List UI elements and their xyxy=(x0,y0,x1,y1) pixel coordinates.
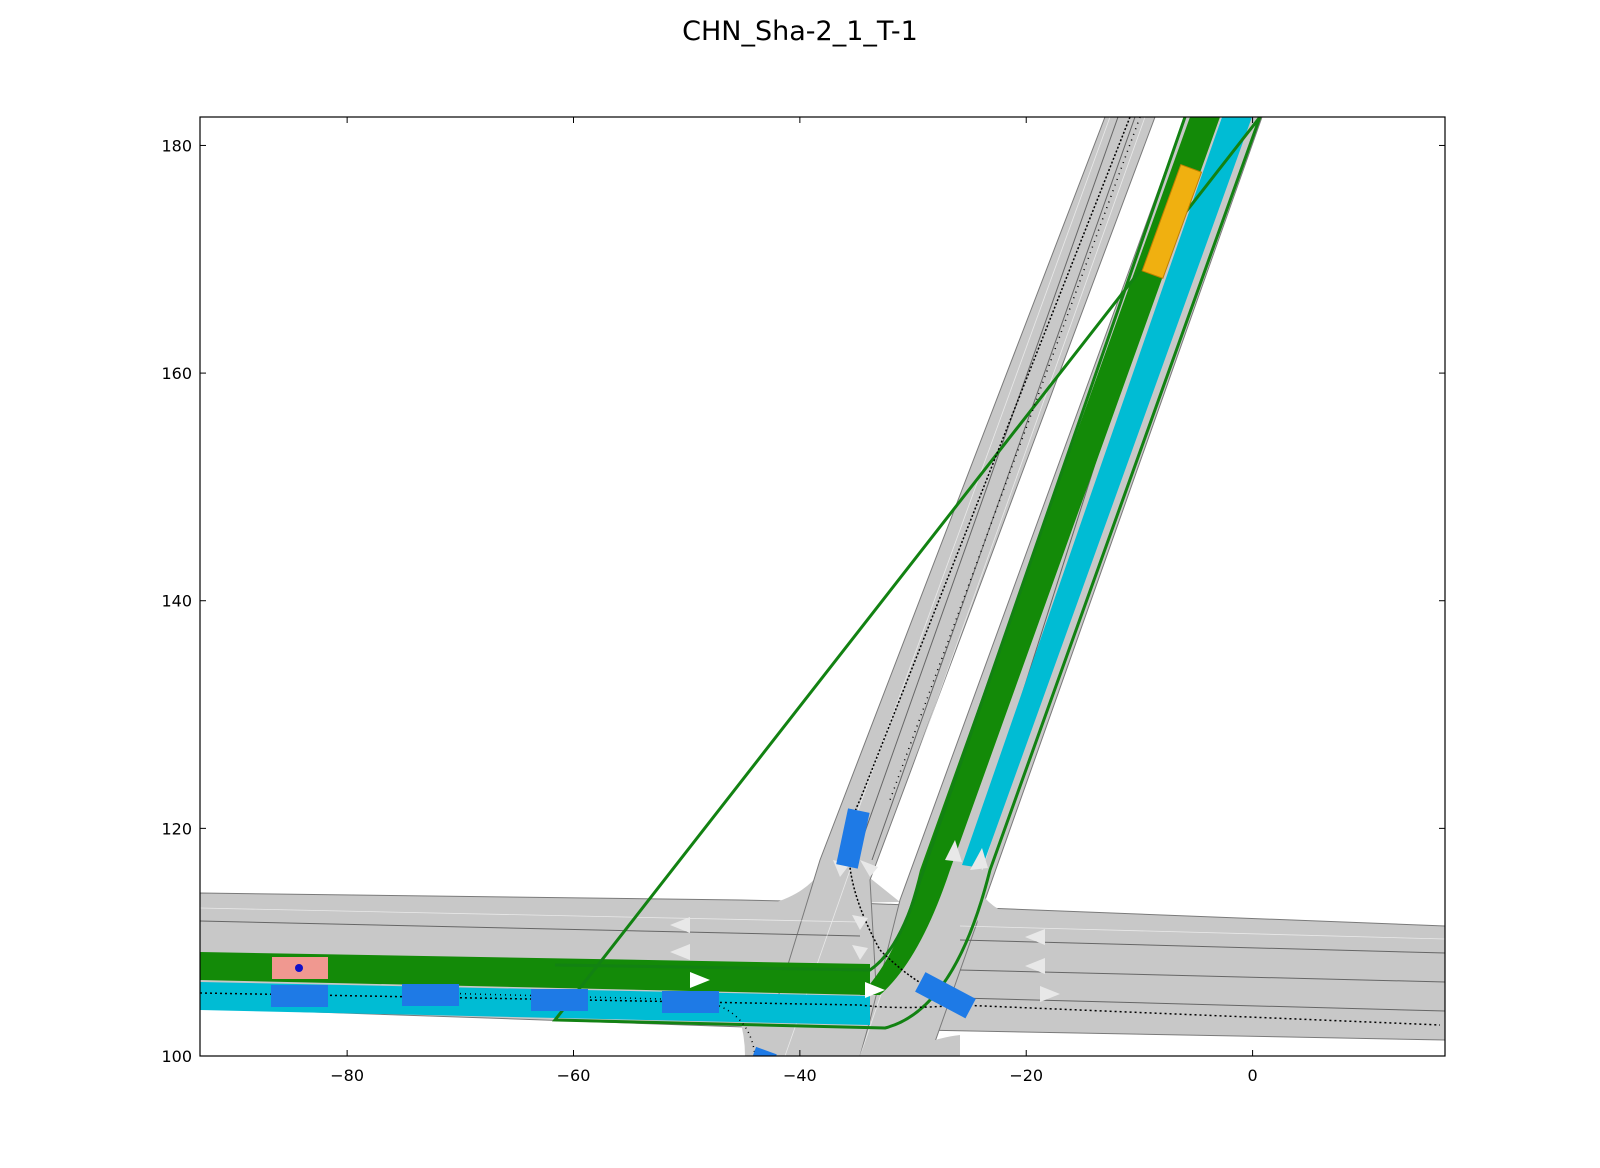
goal-lane-horizontal xyxy=(200,952,870,995)
x-tick-label: 0 xyxy=(1247,1066,1257,1085)
arrow-west-1 xyxy=(670,917,690,933)
obstacle-vehicle xyxy=(915,972,976,1019)
goal-lane-diagonal xyxy=(860,117,1220,995)
start-lane-diagonal xyxy=(962,117,1252,868)
obstacle-vehicle xyxy=(836,808,870,869)
arrow-west-3 xyxy=(1025,929,1045,945)
arrow-west-2 xyxy=(670,944,690,960)
y-tick-label: 140 xyxy=(161,592,192,611)
ego-center-marker xyxy=(295,964,303,972)
obstacle-vehicle xyxy=(531,989,588,1011)
road-network xyxy=(200,117,1445,1056)
axes-frame xyxy=(199,116,1446,1057)
obstacle-vehicle xyxy=(662,991,719,1013)
arrow-north-1 xyxy=(945,840,962,862)
obstacle-vehicle xyxy=(749,1046,777,1056)
direction-arrows xyxy=(670,840,1060,1002)
obstacles xyxy=(271,808,976,1056)
arrow-east-1 xyxy=(690,972,710,988)
arrow-south-4 xyxy=(852,945,868,960)
arrow-south-3 xyxy=(852,915,868,930)
goal-lanes xyxy=(200,117,1220,995)
x-tick-label: −20 xyxy=(1009,1066,1043,1085)
y-tick-label: 180 xyxy=(161,136,192,155)
arrow-west-4 xyxy=(1025,958,1045,974)
goal-vehicle xyxy=(1141,163,1203,279)
trajectory-upper xyxy=(889,117,1141,801)
plot-area xyxy=(200,117,1445,1056)
arrow-east-2 xyxy=(865,982,885,998)
lower-right-road-fillet xyxy=(975,880,1030,960)
arrow-south-2 xyxy=(860,860,878,877)
obstacle-vehicle xyxy=(402,984,459,1006)
x-tick-label: −40 xyxy=(783,1066,817,1085)
y-tick-label: 120 xyxy=(161,819,192,838)
arrow-north-2 xyxy=(970,848,988,870)
arrow-east-3 xyxy=(1040,986,1060,1002)
y-tick-label: 100 xyxy=(161,1047,192,1066)
y-tick-label: 160 xyxy=(161,364,192,383)
chart-title: CHN_Sha-2_1_T-1 xyxy=(682,16,918,47)
y-axis: 100 120 140 160 180 xyxy=(161,136,1445,1066)
x-tick-label: −60 xyxy=(557,1066,591,1085)
x-tick-label: −80 xyxy=(330,1066,364,1085)
lower-right-bottom-fillet xyxy=(910,1035,960,1056)
obstacle-vehicle xyxy=(271,985,328,1007)
x-axis: −80 −60 −40 −20 0 xyxy=(330,117,1258,1085)
